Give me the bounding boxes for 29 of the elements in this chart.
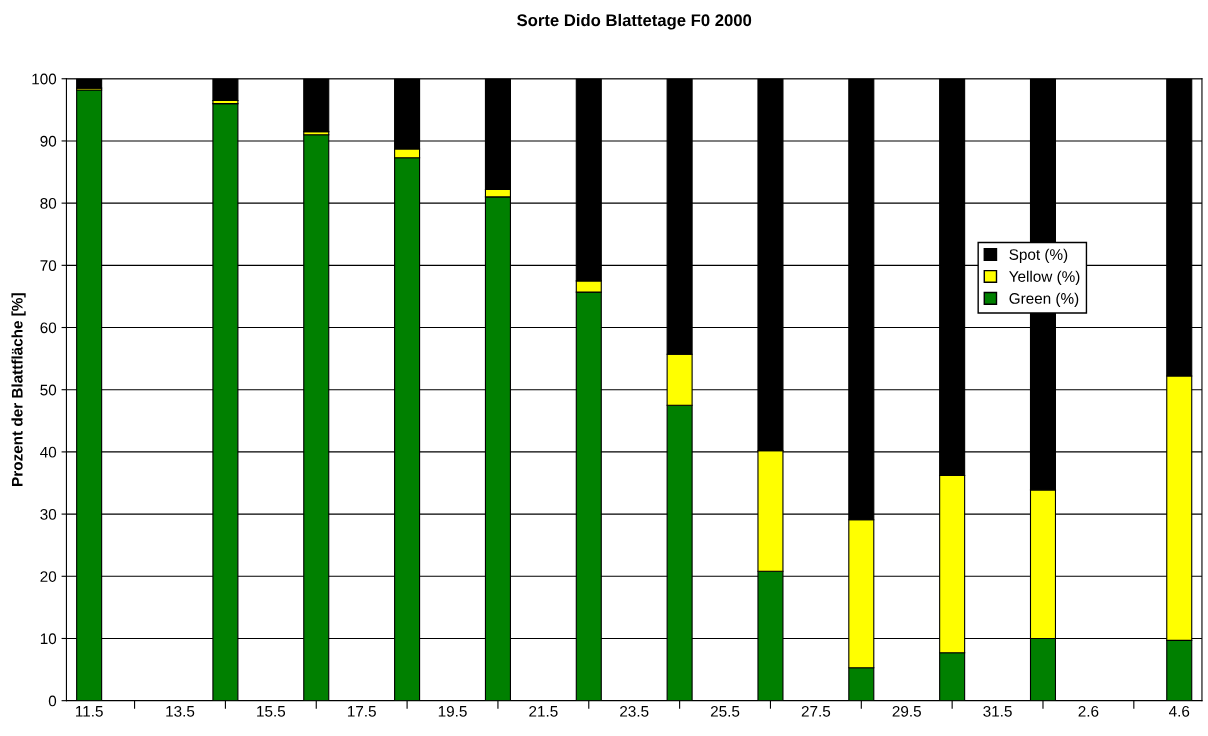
x-tick-label: 19.5 (438, 705, 467, 717)
x-tick-label: 17.5 (347, 706, 376, 717)
y-tick-label: 50 (40, 384, 57, 396)
legend-label: Spot (%) (1009, 248, 1068, 263)
y-tick-label: 30 (40, 508, 57, 520)
x-tick-label: 2.6 (1078, 705, 1099, 717)
x-tick-label: 21.5 (529, 705, 558, 717)
x-tick-label: 27.5 (801, 705, 831, 717)
x-tick-label: 4.6 (1168, 705, 1190, 717)
legend-label: Yellow (%) (1009, 270, 1080, 285)
x-tick-label: 23.5 (620, 705, 649, 717)
y-tick-label: 70 (40, 260, 57, 272)
y-tick-label: 0 (48, 695, 57, 707)
y-tick-label: 100 (32, 73, 57, 85)
x-tick-label: 31.5 (983, 705, 1012, 717)
y-tick-label: 90 (40, 135, 57, 147)
y-tick-label: 40 (40, 446, 57, 458)
legend-label: Green (%) (1009, 292, 1079, 307)
x-tick-label: 25.5 (710, 705, 740, 717)
x-tick-label: 11.5 (76, 706, 103, 717)
chart-title: Sorte Dido Blattetage F0 2000 (517, 13, 752, 30)
x-tick-label: 29.5 (892, 705, 921, 717)
y-axis-title: Prozent der Blattfläche [%] (11, 293, 26, 486)
y-tick-label: 20 (40, 571, 57, 582)
x-tick-label: 13.5 (166, 705, 195, 717)
x-tick-label: 15.5 (257, 706, 286, 717)
y-tick-label: 60 (40, 322, 57, 334)
y-tick-label: 80 (40, 198, 57, 209)
y-tick-label: 10 (40, 633, 57, 645)
